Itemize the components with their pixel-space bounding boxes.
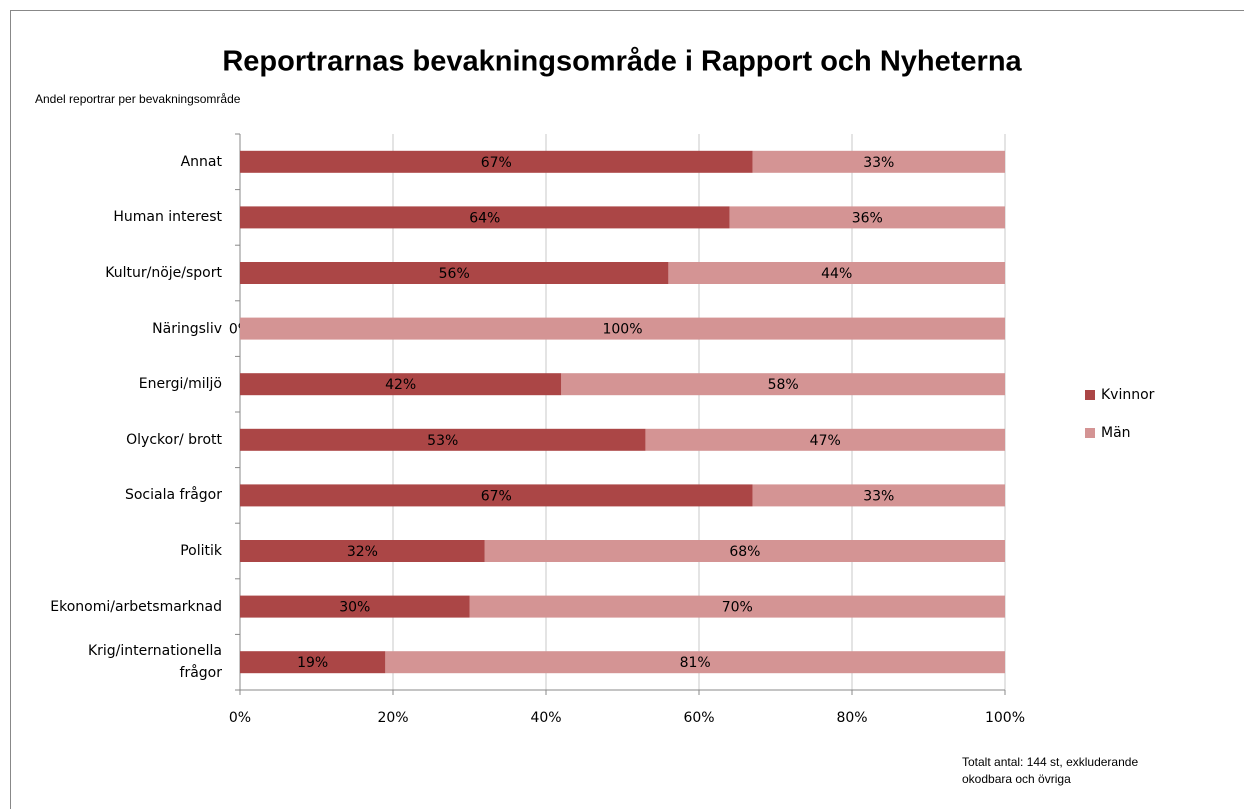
y-tick-label: Näringsliv [152, 320, 222, 337]
data-label: 81% [680, 655, 711, 671]
y-tick-label: Politik [180, 543, 222, 559]
data-label: 47% [810, 433, 841, 449]
data-label: 30% [339, 600, 370, 616]
bar-segment [668, 262, 1005, 284]
bar-segment [240, 595, 470, 618]
bar-segment [469, 595, 1005, 618]
bar-segment [240, 540, 485, 562]
bar-segment [240, 428, 646, 451]
bar-segment [645, 428, 1005, 451]
y-tick-label: Ekonomi/arbetsmarknad [50, 598, 222, 615]
bar-segment [752, 150, 1005, 173]
data-label: 32% [347, 544, 378, 560]
data-label: 67% [481, 488, 512, 504]
chart-subtitle: Andel reportrar per bevakningsområde [35, 92, 241, 106]
data-label: 53% [427, 433, 458, 449]
footnote: Totalt antal: 144 st, exkluderande okodb… [962, 755, 1139, 786]
data-label: 67% [481, 155, 512, 171]
data-label: 33% [863, 488, 894, 504]
x-tick-label: 0% [229, 710, 251, 726]
y-tick-label: Krig/internationella frågor [87, 643, 222, 682]
data-label: 68% [729, 544, 760, 560]
data-label: 58% [768, 377, 799, 393]
data-label: 36% [852, 210, 883, 226]
legend-label: Kvinnor [1101, 387, 1155, 403]
bar-segment [240, 651, 386, 674]
bar-segment [240, 150, 753, 173]
legend-swatch [1085, 428, 1095, 438]
bar-segment [385, 651, 1006, 674]
data-label: 42% [385, 377, 416, 393]
y-tick-label: Sociala frågor [124, 487, 222, 504]
bar-segment [561, 373, 1005, 396]
chart-title: Reportrarnas bevakningsområde i Rapport … [222, 46, 1022, 78]
y-tick-label: Annat [180, 153, 222, 170]
data-label: 19% [297, 655, 328, 671]
x-tick-label: 100% [985, 710, 1025, 726]
bar-segment [240, 373, 562, 396]
chart-border [10, 10, 1244, 809]
bar-segment [240, 206, 730, 229]
bar-segment [752, 484, 1005, 507]
bar-segment [240, 317, 1005, 340]
bar-segment [484, 540, 1005, 562]
x-tick-label: 60% [683, 710, 714, 726]
data-label: 56% [439, 266, 470, 282]
data-label: 64% [469, 210, 500, 226]
data-label: 100% [602, 322, 642, 338]
data-label: 33% [863, 155, 894, 171]
y-tick-label: Kultur/nöje/sport [105, 265, 222, 281]
y-tick-label: Energi/miljö [138, 376, 222, 393]
x-tick-label: 40% [530, 710, 561, 726]
bar-segment [240, 484, 753, 507]
data-label: 70% [722, 600, 753, 616]
bar-segment [240, 262, 669, 284]
bar-segment [729, 206, 1005, 229]
x-tick-label: 80% [836, 710, 867, 726]
data-label: 44% [821, 266, 852, 282]
legend-label: Män [1101, 425, 1131, 441]
y-tick-label: Human interest [113, 209, 222, 226]
y-tick-label: Olyckor/ brott [126, 431, 222, 448]
x-tick-label: 20% [377, 710, 408, 726]
legend-swatch [1085, 390, 1095, 400]
